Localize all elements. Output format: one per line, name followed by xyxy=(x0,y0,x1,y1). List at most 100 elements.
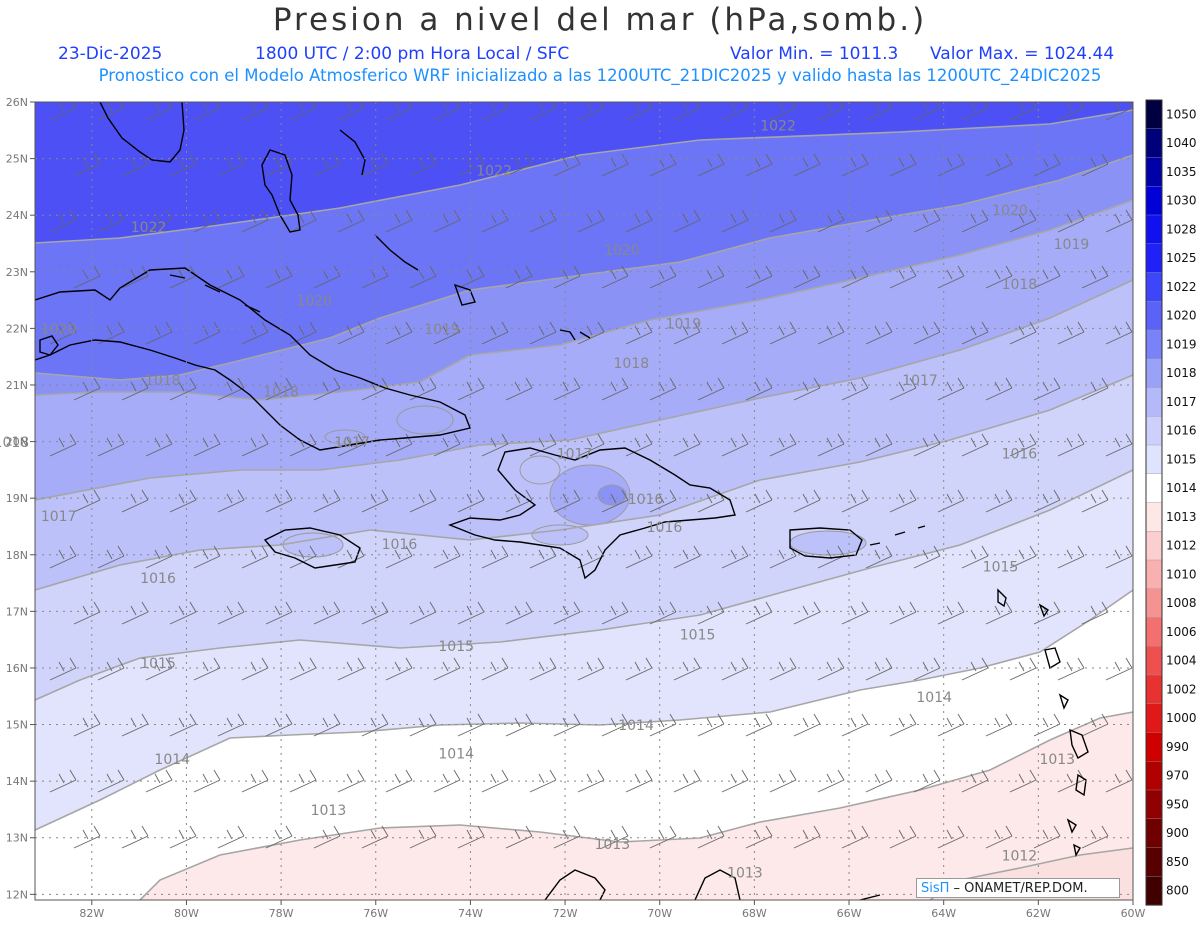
valid-time: 1800 UTC / 2:00 pm Hora Local / SFC xyxy=(255,44,570,64)
virgin-islands xyxy=(869,525,926,546)
wind-barb xyxy=(1081,377,1109,401)
wind-barb xyxy=(313,713,341,737)
wind-barb xyxy=(457,825,485,849)
legend-swatch xyxy=(1145,186,1163,216)
wind-barb xyxy=(745,825,773,849)
wind-barb xyxy=(265,713,293,737)
pressure-blob xyxy=(324,429,366,445)
wind-barb xyxy=(985,601,1013,625)
lat-label: 13N xyxy=(6,832,28,845)
wind-barb xyxy=(673,102,701,121)
wind-barb xyxy=(73,713,101,737)
isobar-label: 1016 xyxy=(382,537,418,553)
legend-label: 1002 xyxy=(1166,682,1197,696)
bahamas-eleuthera xyxy=(339,129,366,176)
wind-barb xyxy=(961,769,989,793)
wind-barb xyxy=(97,321,125,345)
wind-barb xyxy=(97,102,125,121)
wind-barb xyxy=(841,265,869,289)
region-1020 xyxy=(35,110,1133,380)
map-title: Presion a nivel del mar (hPa,somb.) xyxy=(272,2,928,38)
isobar-label: 1020 xyxy=(992,203,1028,219)
lat-label: 12N xyxy=(6,888,28,901)
wind-barb xyxy=(193,321,221,345)
wind-barb xyxy=(193,769,221,793)
wind-barb xyxy=(49,657,77,681)
wind-barb xyxy=(769,433,797,457)
wind-barb xyxy=(409,377,437,401)
region-1017 xyxy=(35,280,1133,590)
wind-barb xyxy=(241,657,269,681)
lon-label: 60W xyxy=(1121,907,1146,920)
wind-barb xyxy=(889,489,917,513)
wind-barb xyxy=(985,377,1013,401)
wind-barb xyxy=(577,102,605,121)
min-value: Valor Min. = 1011.3 xyxy=(730,44,899,64)
wind-barb xyxy=(121,377,149,401)
wind-barb xyxy=(1081,601,1109,625)
wind-barb xyxy=(289,102,317,121)
lat-label: 21N xyxy=(6,379,28,392)
wind-barb xyxy=(721,102,749,121)
wind-barb xyxy=(409,825,437,849)
wind-barb xyxy=(481,433,509,457)
wind-barb xyxy=(49,321,77,345)
venezuela-coast xyxy=(544,869,881,900)
wind-barb xyxy=(265,377,293,401)
isobar-label: 1018 xyxy=(0,435,29,451)
wind-barb xyxy=(49,102,77,121)
wind-barb xyxy=(1057,209,1085,233)
wind-barb xyxy=(1009,545,1037,569)
wind-barb xyxy=(97,657,125,681)
wind-barb xyxy=(385,102,413,121)
wind-barb xyxy=(457,377,485,401)
wind-barb xyxy=(145,657,173,681)
wind-barb xyxy=(433,657,461,681)
lat-label: 23N xyxy=(6,266,28,279)
wind-barb xyxy=(553,713,581,737)
wind-barb xyxy=(457,601,485,625)
wind-barb xyxy=(721,545,749,569)
legend-swatch xyxy=(1145,387,1163,417)
wind-barb xyxy=(625,657,653,681)
cuba-coast xyxy=(35,267,471,451)
legend-label: 800 xyxy=(1166,884,1189,898)
wind-barb xyxy=(937,265,965,289)
lat-label: 25N xyxy=(6,153,28,166)
legend-label: 1016 xyxy=(1166,424,1197,438)
wind-barb xyxy=(313,601,341,625)
isobar-label: 1018 xyxy=(614,356,650,372)
bahamas-andros xyxy=(261,149,301,233)
wind-barb xyxy=(937,489,965,513)
legend-swatch xyxy=(1145,617,1163,647)
axes: 26N 25N 24N 23N 22N 21N 20N 19N 18N 17N 16N 15N 14N 1… xyxy=(6,96,1146,920)
wind-barb xyxy=(961,102,989,121)
jamaica-coast xyxy=(263,527,361,569)
lat-label: 22N xyxy=(6,322,28,335)
legend-swatch xyxy=(1145,761,1163,791)
wind-barb xyxy=(769,769,797,793)
legend-label: 950 xyxy=(1166,797,1189,811)
legend-swatch xyxy=(1145,128,1163,159)
legend-label: 1000 xyxy=(1166,711,1197,725)
wind-barb xyxy=(577,657,605,681)
wind-barb xyxy=(265,601,293,625)
lat-label: 14N xyxy=(6,775,28,788)
wind-barb xyxy=(913,433,941,457)
wind-barb xyxy=(961,321,989,345)
isobar-label: 1022 xyxy=(131,220,167,236)
wind-barb xyxy=(145,545,173,569)
wind-barb xyxy=(793,265,821,289)
wind-barb xyxy=(673,209,701,233)
isobar-label: 1016 xyxy=(628,492,664,508)
wind-barb xyxy=(625,102,653,121)
wind-barb xyxy=(433,545,461,569)
wind-barb xyxy=(865,657,893,681)
wind-barb xyxy=(217,153,245,177)
wind-barb xyxy=(553,601,581,625)
wind-barb xyxy=(1009,321,1037,345)
wind-barb xyxy=(553,377,581,401)
isobar-label: 1016 xyxy=(1002,447,1038,463)
legend-swatch xyxy=(1145,444,1163,475)
wind-barb xyxy=(313,377,341,401)
